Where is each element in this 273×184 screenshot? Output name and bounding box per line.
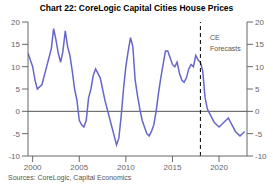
svg-text:0: 0	[16, 107, 21, 116]
svg-text:20: 20	[11, 18, 20, 27]
svg-text:2010: 2010	[117, 163, 135, 172]
svg-text:2015: 2015	[164, 163, 182, 172]
html-text:Chart 22: CoreLogic Capital Ci: Chart 22: CoreLogic Capital Cities House…	[39, 3, 234, 13]
svg-text:-5: -5	[13, 130, 21, 139]
svg-text:Forecasts: Forecasts	[210, 45, 241, 52]
svg-text:2005: 2005	[70, 163, 88, 172]
svg-text:0: 0	[255, 107, 260, 116]
svg-text:CE: CE	[210, 34, 220, 41]
svg-text:15: 15	[255, 40, 264, 49]
svg-text:-10: -10	[8, 152, 20, 161]
svg-text:-10: -10	[255, 152, 265, 161]
svg-text:10: 10	[11, 63, 20, 72]
svg-text:20: 20	[255, 18, 264, 27]
svg-text:15: 15	[11, 40, 20, 49]
svg-text:2020: 2020	[210, 163, 228, 172]
svg-text:5: 5	[16, 85, 21, 94]
svg-text:2000: 2000	[24, 163, 42, 172]
svg-text:-5: -5	[255, 130, 263, 139]
html-text:Sources: CoreLogic, Capital Ec: Sources: CoreLogic, Capital Economics	[8, 174, 132, 181]
svg-text:10: 10	[255, 63, 264, 72]
svg-text:5: 5	[255, 85, 260, 94]
